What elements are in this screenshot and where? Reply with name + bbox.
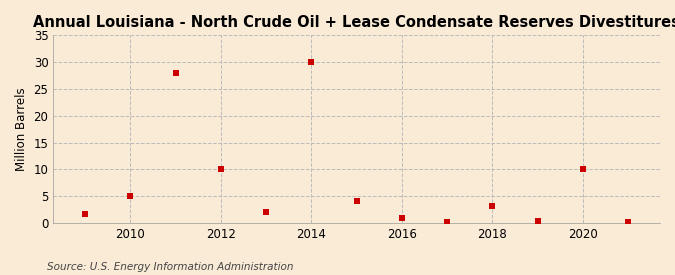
Point (80, 211, 90, 216)
Point (261, 210, 271, 214)
Text: Source: U.S. Energy Information Administration: Source: U.S. Energy Information Administ… (47, 262, 294, 272)
Point (215, 167, 226, 172)
Point (623, 220, 634, 224)
Point (442, 220, 453, 224)
Point (578, 167, 589, 172)
Point (396, 215, 407, 220)
Point (170, 71, 181, 75)
Point (533, 219, 543, 224)
Title: Annual Louisiana - North Crude Oil + Lease Condensate Reserves Divestitures: Annual Louisiana - North Crude Oil + Lea… (33, 15, 675, 30)
Point (306, 60, 317, 64)
Point (487, 204, 498, 208)
Point (125, 194, 136, 198)
Point (351, 199, 362, 204)
Y-axis label: Million Barrels: Million Barrels (15, 87, 28, 171)
